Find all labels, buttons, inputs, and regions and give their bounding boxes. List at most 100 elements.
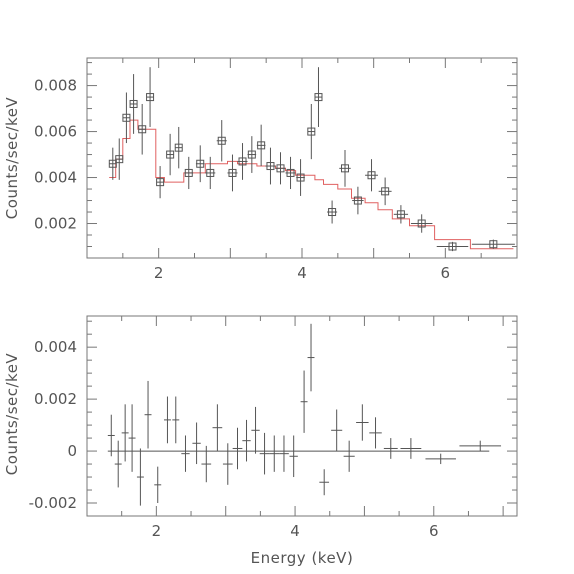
data-point [279,435,289,472]
y-tick-label: 0.008 [34,77,77,95]
data-point [265,147,276,185]
data-point [163,396,171,444]
square-marker [217,136,226,145]
x-axis-label: Energy (keV) [251,549,354,567]
data-point [256,124,266,167]
top-panel: 2 4 6 0.002 0.004 0.006 0.008 Counts/sec/keV [3,57,518,282]
data-point [369,417,382,449]
x-tick-label: 6 [441,264,451,282]
square-marker [238,157,247,166]
bottom-plot-frame [86,315,518,517]
data-point [352,186,364,215]
data-point [232,427,243,470]
data-point [331,409,343,452]
top-y-axis-ticks: 0.002 0.004 0.006 0.008 [34,62,517,259]
square-marker [174,143,183,152]
x-tick-label: 4 [290,522,300,540]
data-point [115,138,124,180]
bottom-panel: 2 4 6 -0.002 0 0.002 0.004 Counts/sec/keV Ene… [3,315,518,567]
square-marker [341,164,349,173]
y-tick-label: 0.002 [34,390,77,408]
data-point [174,126,183,169]
y-tick-label: 0.002 [34,215,77,233]
data-point [339,149,351,187]
square-marker [367,171,376,180]
residual-points-group [107,323,502,506]
data-point [400,438,422,459]
square-marker [448,242,457,251]
square-marker [396,210,405,219]
data-point [146,67,155,127]
square-marker [307,127,316,136]
data-point [192,422,201,465]
bottom-y-axis-label: Counts/sec/keV [3,353,21,476]
y-tick-label: -0.002 [29,494,77,512]
data-point [393,205,409,224]
square-marker [196,159,205,168]
y-tick-label: 0.004 [34,169,77,187]
x-tick-label: 6 [429,522,439,540]
data-point [459,440,502,452]
data-point [251,406,260,454]
data-point [307,323,315,392]
data-point [128,404,136,472]
data-point [343,440,355,472]
data-point [285,156,296,190]
square-marker [247,150,256,159]
bottom-y-axis-ticks: -0.002 0 0.002 0.004 [29,320,517,517]
data-point [205,156,216,190]
square-marker [276,164,285,173]
square-marker [122,113,131,122]
data-point [144,380,152,449]
data-point [136,448,144,506]
data-point [410,214,433,233]
data-point [222,443,233,485]
data-point [296,159,305,196]
square-marker [489,240,498,249]
data-point [314,67,323,127]
square-marker [296,173,305,182]
x-tick-label: 2 [154,264,164,282]
data-point [242,419,251,462]
data-point [319,469,330,496]
square-marker [266,162,275,171]
data-point [122,92,131,144]
data-point [237,143,248,180]
square-marker [328,208,337,217]
data-point [114,440,122,488]
y-tick-label: 0.004 [34,338,77,356]
data-point [156,166,165,199]
data-point [365,159,378,192]
data-point [121,404,129,462]
data-point [300,370,308,433]
data-point [275,152,286,185]
data-point [356,404,369,441]
data-point [107,414,115,457]
square-marker [146,93,155,102]
square-marker [228,168,237,177]
y-tick-label: 0.006 [34,123,77,141]
bottom-x-axis-ticks: 2 4 6 [86,316,504,540]
data-point [425,453,456,465]
data-point [154,466,162,504]
data-point [181,435,190,472]
data-point [172,396,180,444]
top-y-axis-label: Counts/sec/keV [3,97,21,220]
top-plot-frame [86,57,518,259]
data-point [327,200,338,224]
data-point [289,435,298,478]
data-point [195,145,205,183]
x-tick-label: 4 [297,264,307,282]
square-marker [166,150,175,159]
data-point [227,154,238,192]
square-marker [138,125,147,134]
data-point [212,404,223,452]
y-tick-label: 0 [67,442,77,460]
square-marker [286,168,295,177]
data-point [247,136,257,173]
data-point [108,147,117,180]
data-point [383,438,398,459]
data-point [138,103,147,155]
square-marker [314,93,323,102]
